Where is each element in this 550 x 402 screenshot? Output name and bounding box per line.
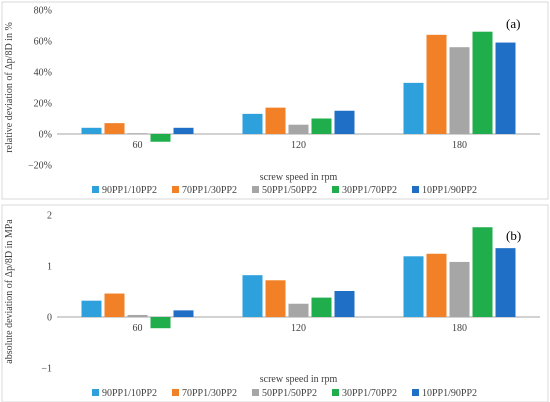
y-tick-label: 20% xyxy=(34,99,52,110)
x-tick-label: 120 xyxy=(291,323,306,334)
y-tick-label: 0% xyxy=(39,130,52,141)
bar-90PP1-10PP2-120 xyxy=(242,275,263,317)
legend-label: 50PP1/50PP2 xyxy=(262,388,317,399)
bar-70PP1-30PP2-180 xyxy=(426,253,447,317)
bar-10PP1-90PP2-180 xyxy=(495,42,516,134)
legend-label: 90PP1/10PP2 xyxy=(102,185,157,196)
legend-swatch xyxy=(332,389,339,396)
bar-70PP1-30PP2-180 xyxy=(426,34,447,134)
legend-swatch xyxy=(252,186,259,193)
legend-swatch xyxy=(332,186,339,193)
panel-label: (a) xyxy=(506,16,520,31)
bar-90PP1-10PP2-120 xyxy=(242,113,263,134)
chart-frame xyxy=(1,1,549,200)
bar-70PP1-30PP2-120 xyxy=(265,280,286,317)
legend-label: 90PP1/10PP2 xyxy=(102,388,157,399)
x-tick-label: 120 xyxy=(291,140,306,151)
legend-label: 50PP1/50PP2 xyxy=(262,185,317,196)
bar-50PP1-50PP2-60 xyxy=(127,133,148,135)
y-tick-label: 2 xyxy=(47,211,52,222)
y-tick-label: 60% xyxy=(34,37,52,48)
y-tick-label: 80% xyxy=(34,6,52,17)
panel-label: (b) xyxy=(506,228,521,243)
legend-label: 70PP1/30PP2 xyxy=(182,388,237,399)
x-axis-title: screw speed in rpm xyxy=(260,374,338,385)
bar-90PP1-10PP2-180 xyxy=(403,256,424,317)
legend-swatch xyxy=(172,389,179,396)
y-tick-label: 1 xyxy=(47,262,52,273)
bar-90PP1-10PP2-180 xyxy=(403,82,424,134)
bar-30PP1-70PP2-120 xyxy=(311,118,332,134)
bar-30PP1-70PP2-120 xyxy=(311,297,332,317)
legend-swatch xyxy=(92,186,99,193)
legend-label: 10PP1/90PP2 xyxy=(422,388,477,399)
y-tick-label: −1 xyxy=(41,364,52,375)
bar-50PP1-50PP2-120 xyxy=(288,124,309,134)
legend-swatch xyxy=(252,389,259,396)
legend-swatch xyxy=(412,186,419,193)
bar-70PP1-30PP2-60 xyxy=(104,123,125,134)
y-tick-label: −20% xyxy=(28,161,52,172)
legend-label: 30PP1/70PP2 xyxy=(342,388,397,399)
bar-70PP1-30PP2-120 xyxy=(265,107,286,134)
bar-10PP1-90PP2-60 xyxy=(173,310,194,317)
x-tick-label: 60 xyxy=(133,140,143,151)
panel-b: −1 0 1 2 60 120 180 screw speed in rpm absolute … xyxy=(1,204,549,402)
legend-swatch xyxy=(172,186,179,193)
y-tick-label: 40% xyxy=(34,68,52,79)
bar-30PP1-70PP2-60 xyxy=(150,134,171,142)
legend-label: 10PP1/90PP2 xyxy=(422,185,477,196)
bar-50PP1-50PP2-120 xyxy=(288,303,309,317)
bar-30PP1-70PP2-60 xyxy=(150,317,171,329)
bar-50PP1-50PP2-60 xyxy=(127,314,148,317)
bar-10PP1-90PP2-120 xyxy=(334,110,355,134)
bar-70PP1-30PP2-60 xyxy=(104,293,125,317)
bar-90PP1-10PP2-60 xyxy=(81,127,102,134)
y-axis-title: relative deviation of Δp/8D in % xyxy=(4,22,15,153)
x-tick-label: 180 xyxy=(452,140,467,151)
legend-label: 70PP1/30PP2 xyxy=(182,185,237,196)
bar-50PP1-50PP2-180 xyxy=(449,261,470,317)
x-axis-title: screw speed in rpm xyxy=(260,172,338,183)
legend-label: 30PP1/70PP2 xyxy=(342,185,397,196)
legend-swatch xyxy=(92,389,99,396)
bar-10PP1-90PP2-120 xyxy=(334,290,355,317)
x-tick-label: 60 xyxy=(133,323,143,334)
bar-50PP1-50PP2-180 xyxy=(449,47,470,135)
bar-10PP1-90PP2-60 xyxy=(173,127,194,134)
bar-90PP1-10PP2-60 xyxy=(81,300,102,317)
y-axis-title: absolute deviation of Δp/8D in MPa xyxy=(4,219,15,364)
panel-a: −20% 0% 20% 40% 60% 80% 60 120 180 screw speed in… xyxy=(1,1,549,200)
y-tick-label: 0 xyxy=(47,313,52,324)
bar-30PP1-70PP2-180 xyxy=(472,31,493,135)
x-tick-label: 180 xyxy=(452,323,467,334)
chart-frame xyxy=(1,204,549,402)
bar-10PP1-90PP2-180 xyxy=(495,248,516,317)
bar-30PP1-70PP2-180 xyxy=(472,227,493,317)
legend-swatch xyxy=(412,389,419,396)
